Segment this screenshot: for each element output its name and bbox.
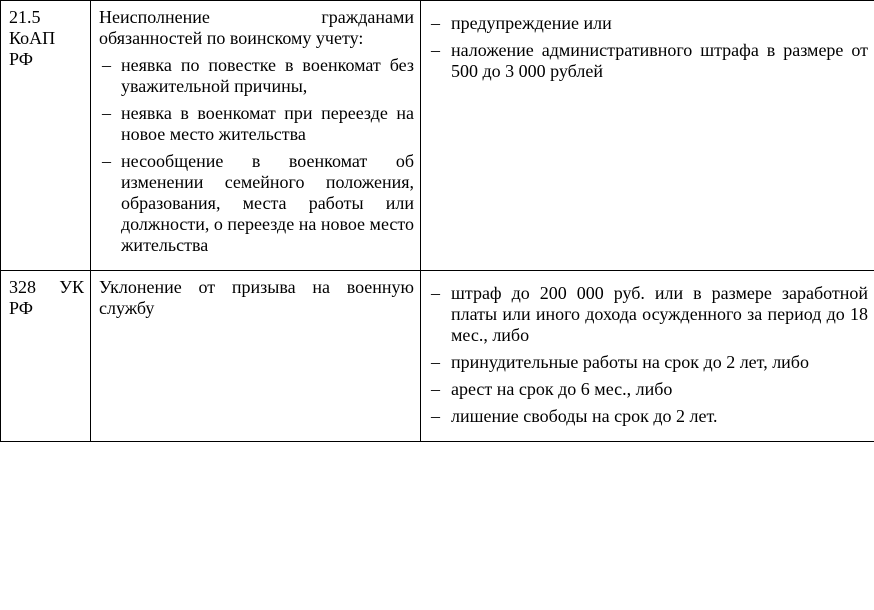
code-line: 21.5 [9, 7, 84, 28]
description-list: неявка по повестке в военкомат без уважи… [99, 55, 414, 256]
penalty-list: предупреждение или наложение администрат… [429, 13, 868, 82]
penalty-cell: предупреждение или наложение администрат… [421, 1, 874, 271]
penalty-list: штраф до 200 000 руб. или в размере зара… [429, 283, 868, 427]
code-cell: 21.5 КоАП РФ [1, 1, 91, 271]
list-item: наложение административного штрафа в раз… [429, 40, 868, 82]
list-item: несообщение в военкомат об изменении сем… [99, 151, 414, 256]
description-cell: Уклонение от призыва на военную службу [91, 271, 421, 442]
code-part: 328 [9, 277, 36, 298]
code-cell: 328 УК РФ [1, 271, 91, 442]
list-item: лишение свободы на срок до 2 лет. [429, 406, 868, 427]
list-item: предупреждение или [429, 13, 868, 34]
legal-table: 21.5 КоАП РФ Неисполнение гражданами обя… [0, 0, 874, 442]
list-item: неявка в военкомат при переезде на новое… [99, 103, 414, 145]
list-item: штраф до 200 000 руб. или в размере зара… [429, 283, 868, 346]
list-item: принудительные работы на срок до 2 лет, … [429, 352, 868, 373]
code-line: 328 УК [9, 277, 84, 298]
list-item: неявка по повестке в военкомат без уважи… [99, 55, 414, 97]
description-lead: Уклонение от призыва на военную службу [99, 277, 414, 319]
table-row: 328 УК РФ Уклонение от призыва на военну… [1, 271, 874, 442]
description-cell: Неисполнение гражданами обязанностей по … [91, 1, 421, 271]
description-lead: Неисполнение гражданами обязанностей по … [99, 7, 414, 49]
code-line: РФ [9, 49, 84, 70]
code-line: РФ [9, 298, 84, 319]
table-row: 21.5 КоАП РФ Неисполнение гражданами обя… [1, 1, 874, 271]
list-item: арест на срок до 6 мес., либо [429, 379, 868, 400]
code-part: УК [59, 277, 84, 298]
penalty-cell: штраф до 200 000 руб. или в размере зара… [421, 271, 874, 442]
code-line: КоАП [9, 28, 84, 49]
